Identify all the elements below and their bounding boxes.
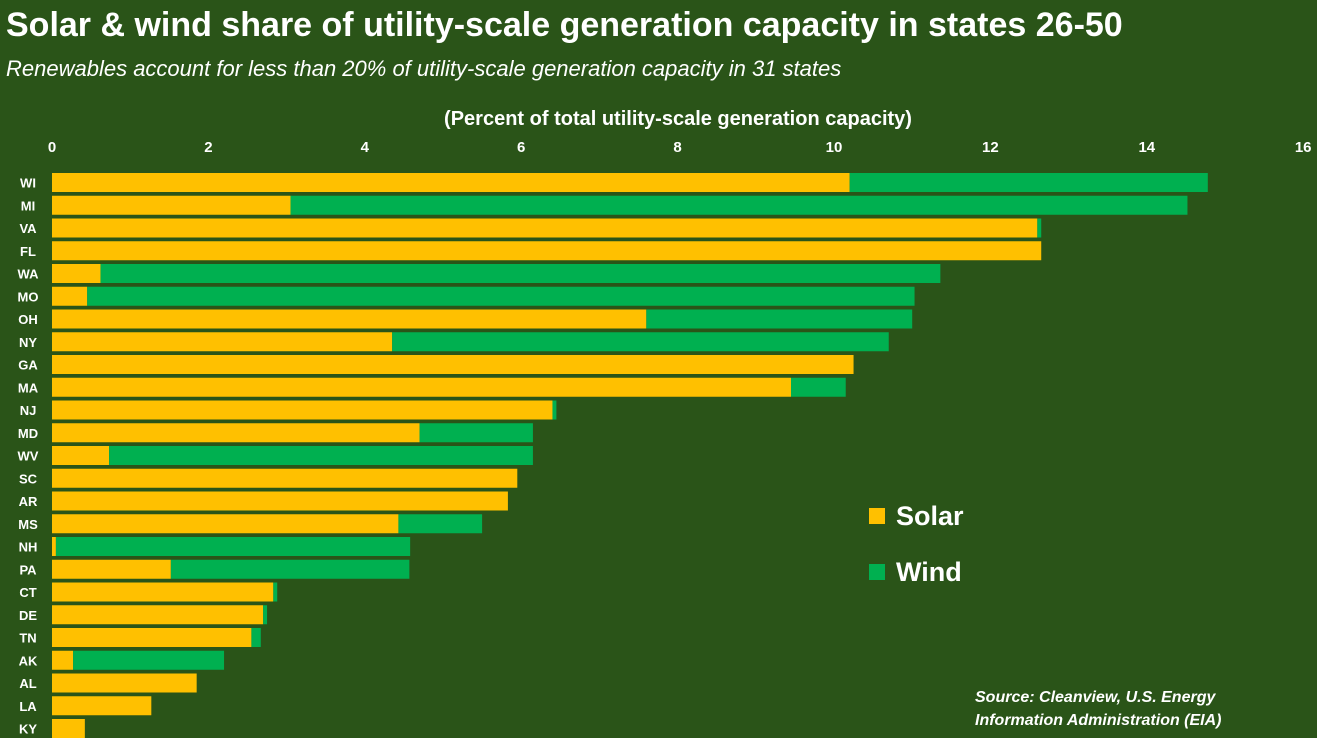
x-tick-label-8: 8 (673, 139, 681, 156)
bar-solar-tn (52, 628, 252, 647)
bar-wind-tn (251, 628, 261, 647)
y-tick-label-mo: MO (18, 289, 39, 304)
y-tick-label-ky: KY (19, 722, 37, 737)
bar-solar-fl (52, 241, 1042, 261)
bar-solar-ma (52, 377, 791, 397)
bar-solar-nh (52, 537, 56, 556)
legend-label-solar: Solar (896, 501, 964, 531)
y-tick-label-wa: WA (18, 267, 40, 282)
bar-solar-al (52, 673, 197, 693)
y-tick-label-pa: PA (19, 562, 37, 577)
y-tick-label-wi: WI (20, 176, 36, 191)
y-tick-label-la: LA (19, 699, 37, 714)
y-tick-label-va: VA (19, 221, 37, 236)
bar-wind-ms (398, 514, 483, 534)
bar-solar-nj (52, 400, 553, 420)
bar-solar-ny (52, 332, 393, 352)
bar-solar-wa (52, 264, 101, 283)
bar-solar-ms (52, 514, 399, 534)
x-tick-label-6: 6 (517, 139, 525, 156)
x-tick-label-16: 16 (1295, 139, 1312, 156)
y-tick-label-ak: AK (19, 653, 38, 668)
bar-solar-ar (52, 491, 508, 511)
y-tick-label-ct: CT (19, 585, 36, 600)
bar-solar-mi (52, 195, 291, 215)
bar-solar-oh (52, 309, 647, 329)
bar-wind-ak (73, 650, 225, 670)
bar-wind-oh (646, 309, 913, 329)
y-tick-label-ga: GA (18, 358, 38, 373)
bar-solar-va (52, 218, 1038, 238)
bar-wind-mi (290, 195, 1188, 215)
legend-swatch-wind (869, 564, 885, 580)
bar-wind-ny (392, 332, 889, 352)
y-tick-label-wv: WV (18, 449, 39, 464)
y-tick-label-sc: SC (19, 471, 38, 486)
source-line-2: Information Administration (EIA) (975, 712, 1222, 729)
bar-wind-md (419, 423, 533, 443)
bar-solar-wi (52, 173, 850, 192)
y-tick-label-fl: FL (20, 244, 36, 259)
bar-wind-wv (109, 446, 533, 465)
y-tick-label-al: AL (19, 676, 36, 691)
chart-subtitle: Renewables account for less than 20% of … (6, 56, 842, 81)
x-tick-label-10: 10 (826, 139, 843, 156)
bar-wind-nh (55, 537, 411, 556)
y-tick-label-oh: OH (18, 312, 38, 327)
bar-solar-la (52, 696, 152, 716)
bar-solar-ct (52, 582, 274, 602)
source-line-1: Source: Cleanview, U.S. Energy (975, 689, 1216, 706)
bar-wind-nj (552, 400, 557, 420)
y-tick-label-tn: TN (19, 631, 36, 646)
y-tick-label-ma: MA (18, 380, 39, 395)
x-tick-label-4: 4 (361, 139, 370, 156)
x-axis-label: (Percent of total utility-scale generati… (444, 108, 912, 130)
bar-solar-mo (52, 286, 88, 306)
bar-solar-wv (52, 446, 110, 465)
legend-swatch-solar (869, 508, 885, 524)
y-tick-label-nj: NJ (20, 403, 37, 418)
x-tick-label-12: 12 (982, 139, 999, 156)
bar-solar-md (52, 423, 420, 443)
legend-label-wind: Wind (896, 557, 962, 587)
x-tick-label-14: 14 (1138, 139, 1155, 156)
source-note: Source: Cleanview, U.S. Energy Informati… (975, 686, 1222, 732)
bar-solar-ak (52, 650, 74, 670)
x-tick-label-2: 2 (204, 139, 212, 156)
bar-wind-wa (100, 264, 941, 283)
x-tick-label-0: 0 (48, 139, 56, 156)
y-tick-label-mi: MI (21, 198, 35, 213)
y-tick-label-ms: MS (18, 517, 38, 532)
bar-wind-de (263, 605, 268, 625)
bar-solar-ky (52, 719, 85, 738)
y-tick-label-de: DE (19, 608, 37, 623)
bar-wind-ma (790, 377, 846, 397)
y-tick-label-ar: AR (19, 494, 38, 509)
bar-solar-ga (52, 355, 854, 374)
chart-title: Solar & wind share of utility-scale gene… (6, 6, 1123, 44)
y-tick-label-md: MD (18, 426, 38, 441)
bar-solar-sc (52, 468, 518, 488)
bar-wind-pa (170, 559, 410, 579)
y-tick-label-nh: NH (19, 540, 38, 555)
bar-wind-va (1037, 218, 1042, 238)
bar-wind-wi (849, 173, 1208, 192)
bar-wind-mo (87, 286, 915, 306)
y-tick-label-ny: NY (19, 335, 37, 350)
bar-solar-de (52, 605, 264, 625)
bar-wind-ct (273, 582, 278, 602)
bar-solar-pa (52, 559, 171, 579)
